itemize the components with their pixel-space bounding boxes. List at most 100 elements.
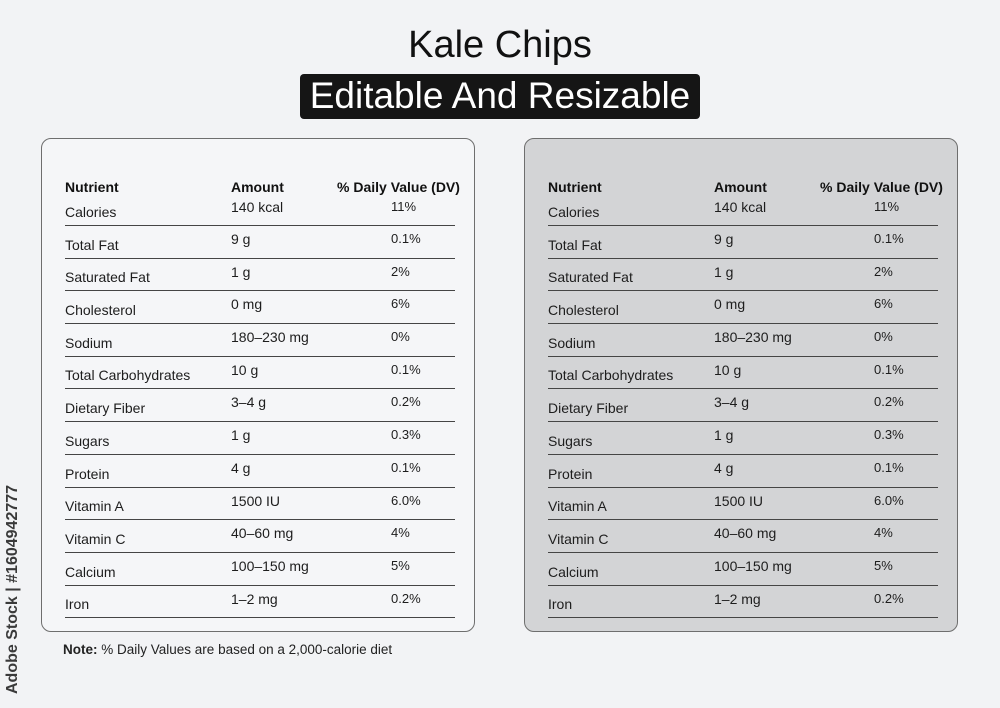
nutrient-dv: 0.3% [874,427,904,443]
nutrient-amount: 100–150 mg [714,557,792,574]
nutrient-dv: 4% [874,525,893,541]
table-row: Dietary Fiber 3–4 g 0.2% [548,389,938,423]
nutrient-dv: 11% [391,199,417,214]
nutrient-dv: 6.0% [391,492,421,508]
nutrient-amount: 1 g [714,263,734,280]
nutrient-amount: 1–2 mg [714,590,761,607]
nutrient-dv: 0.1% [874,231,904,246]
nutrient-name: Dietary Fiber [65,400,146,417]
table-row: Sodium 180–230 mg 0% [548,324,938,357]
table-row: Total Carbohydrates 10 g 0.1% [548,357,938,390]
nutrient-name: Total Fat [65,236,119,253]
nutrient-dv: 0.2% [874,394,904,410]
nutrient-dv: 0.3% [391,427,421,443]
nutrient-amount: 3–4 g [714,394,750,411]
nutrient-amount: 180–230 mg [231,329,309,346]
nutrient-amount: 0 mg [231,296,263,313]
table-row: Total Carbohydrates 10 g 0.1% [65,357,455,390]
nutrient-dv: 0.1% [391,231,421,246]
nutrient-dv: 0.1% [874,361,904,377]
nutrient-amount: 4 g [231,459,251,476]
nutrient-amount: 40–60 mg [231,525,294,542]
nutrient-amount: 40–60 mg [714,525,777,542]
nutrient-dv: 0.1% [391,459,421,475]
nutrient-dv: 4% [391,525,410,541]
table-row: Sugars 1 g 0.3% [548,422,938,455]
nutrient-name: Vitamin C [548,530,609,547]
nutrition-card-gray: Nutrient Amount % Daily Value (DV) Calor… [524,138,958,632]
nutrient-amount: 1500 IU [231,492,281,509]
footnote-text: % Daily Values are based on a 2,000-calo… [101,642,393,657]
table-row: Total Fat 9 g 0.1% [548,226,938,259]
nutrient-rows: Calories 140 kcal 11% Total Fat 9 g 0.1% Sat… [65,199,455,619]
header-nutrient: Nutrient [548,179,602,195]
nutrient-name: Sodium [548,334,596,351]
nutrient-amount: 1 g [231,263,251,280]
nutrient-name: Vitamin A [548,498,607,515]
nutrient-amount: 3–4 g [231,394,267,411]
nutrient-name: Total Fat [548,236,602,253]
nutrient-amount: 4 g [714,459,734,476]
nutrient-name: Calcium [548,563,599,580]
nutrient-dv: 11% [874,199,900,214]
footnote-label: Note: [63,642,98,657]
page-subtitle: Editable And Resizable [299,74,701,119]
table-row: Dietary Fiber 3–4 g 0.2% [65,389,455,423]
table-row: Sodium 180–230 mg 0% [65,324,455,357]
table-row: Cholesterol 0 mg 6% [65,291,455,325]
header-dv: % Daily Value (DV) [820,179,943,195]
nutrient-name: Sodium [65,334,113,351]
page-title: Kale Chips [408,24,592,66]
table-row: Cholesterol 0 mg 6% [548,291,938,325]
table-row: Calcium 100–150 mg 5% [65,553,455,586]
nutrient-dv: 6% [874,296,893,312]
nutrient-dv: 0.2% [874,590,904,606]
table-row: Vitamin A 1500 IU 6.0% [65,488,455,521]
nutrient-name: Iron [548,596,573,613]
table-row: Vitamin A 1500 IU 6.0% [548,488,938,521]
nutrient-amount: 140 kcal [231,199,284,215]
nutrient-name: Sugars [548,432,593,449]
nutrient-amount: 1 g [714,427,734,444]
nutrient-name: Calories [65,204,117,220]
nutrient-dv: 5% [391,557,410,573]
nutrient-amount: 9 g [231,231,251,247]
nutrient-name: Saturated Fat [548,269,633,286]
nutrient-name: Vitamin C [65,530,126,547]
table-row: Iron 1–2 mg 0.2% [65,586,455,619]
nutrient-dv: 0.2% [391,394,421,410]
nutrient-dv: 2% [391,263,410,279]
header-amount: Amount [714,179,767,195]
header-dv: % Daily Value (DV) [337,179,460,195]
nutrient-name: Vitamin A [65,498,124,515]
nutrient-dv: 0% [874,329,893,345]
nutrient-dv: 6% [391,296,410,312]
nutrient-amount: 100–150 mg [231,557,309,574]
table-row: Calcium 100–150 mg 5% [548,553,938,586]
nutrient-amount: 9 g [714,231,734,247]
nutrient-name: Saturated Fat [65,269,150,286]
nutrient-name: Calcium [65,563,116,580]
nutrient-name: Protein [548,465,593,482]
nutrient-dv: 0.2% [391,590,421,606]
table-row: Calories 140 kcal 11% [548,199,938,226]
nutrient-dv: 0.1% [391,361,421,377]
table-row: Protein 4 g 0.1% [65,455,455,488]
nutrient-dv: 0.1% [874,459,904,475]
table-row: Saturated Fat 1 g 2% [65,259,455,292]
nutrient-amount: 10 g [231,361,259,378]
table-row: Iron 1–2 mg 0.2% [548,586,938,619]
nutrient-amount: 1500 IU [714,492,764,509]
nutrient-name: Sugars [65,432,110,449]
table-row: Vitamin C 40–60 mg 4% [548,520,938,553]
header-amount: Amount [231,179,284,195]
nutrient-rows: Calories 140 kcal 11% Total Fat 9 g 0.1% Sat… [548,199,938,619]
nutrient-name: Total Carbohydrates [548,367,674,384]
nutrient-name: Total Carbohydrates [65,367,191,384]
nutrient-name: Calories [548,204,600,220]
table-row: Saturated Fat 1 g 2% [548,259,938,292]
nutrient-name: Protein [65,465,110,482]
nutrient-name: Dietary Fiber [548,400,629,417]
table-header: Nutrient Amount % Daily Value (DV) [548,179,968,197]
nutrient-name: Iron [65,596,90,613]
